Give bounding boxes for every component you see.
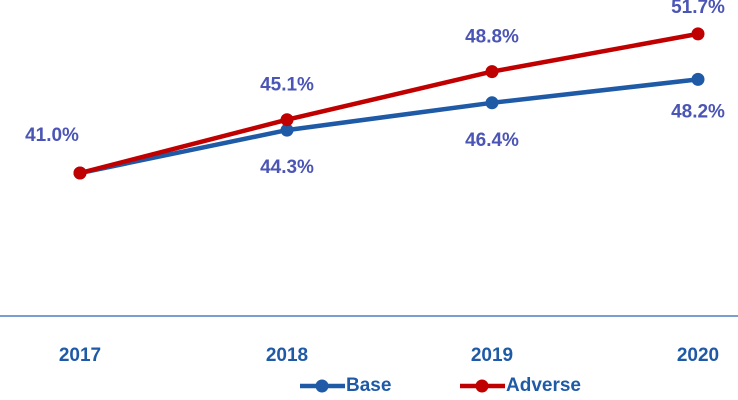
x-tick-label: 2019 — [471, 345, 513, 366]
legend-marker — [315, 379, 329, 393]
marker — [485, 65, 499, 79]
data-label: 48.2% — [671, 101, 725, 122]
marker — [280, 123, 294, 137]
marker — [280, 113, 294, 127]
marker — [691, 27, 705, 41]
marker — [691, 72, 705, 86]
data-label: 48.8% — [465, 27, 519, 48]
x-tick-label: 2020 — [677, 345, 719, 366]
data-label: 41.0% — [25, 125, 79, 146]
series-line — [79, 77, 699, 176]
data-label: 44.3% — [260, 157, 314, 178]
data-label: 46.4% — [465, 130, 519, 151]
marker — [73, 166, 87, 180]
data-label: 51.7% — [671, 0, 725, 18]
legend-label: Base — [346, 375, 391, 396]
marker — [485, 96, 499, 110]
legend-marker — [475, 379, 489, 393]
x-tick-label: 2018 — [266, 345, 308, 366]
legend-label: Adverse — [506, 375, 581, 396]
series-line — [79, 31, 699, 176]
data-label: 45.1% — [260, 75, 314, 96]
x-tick-label: 2017 — [59, 345, 101, 366]
